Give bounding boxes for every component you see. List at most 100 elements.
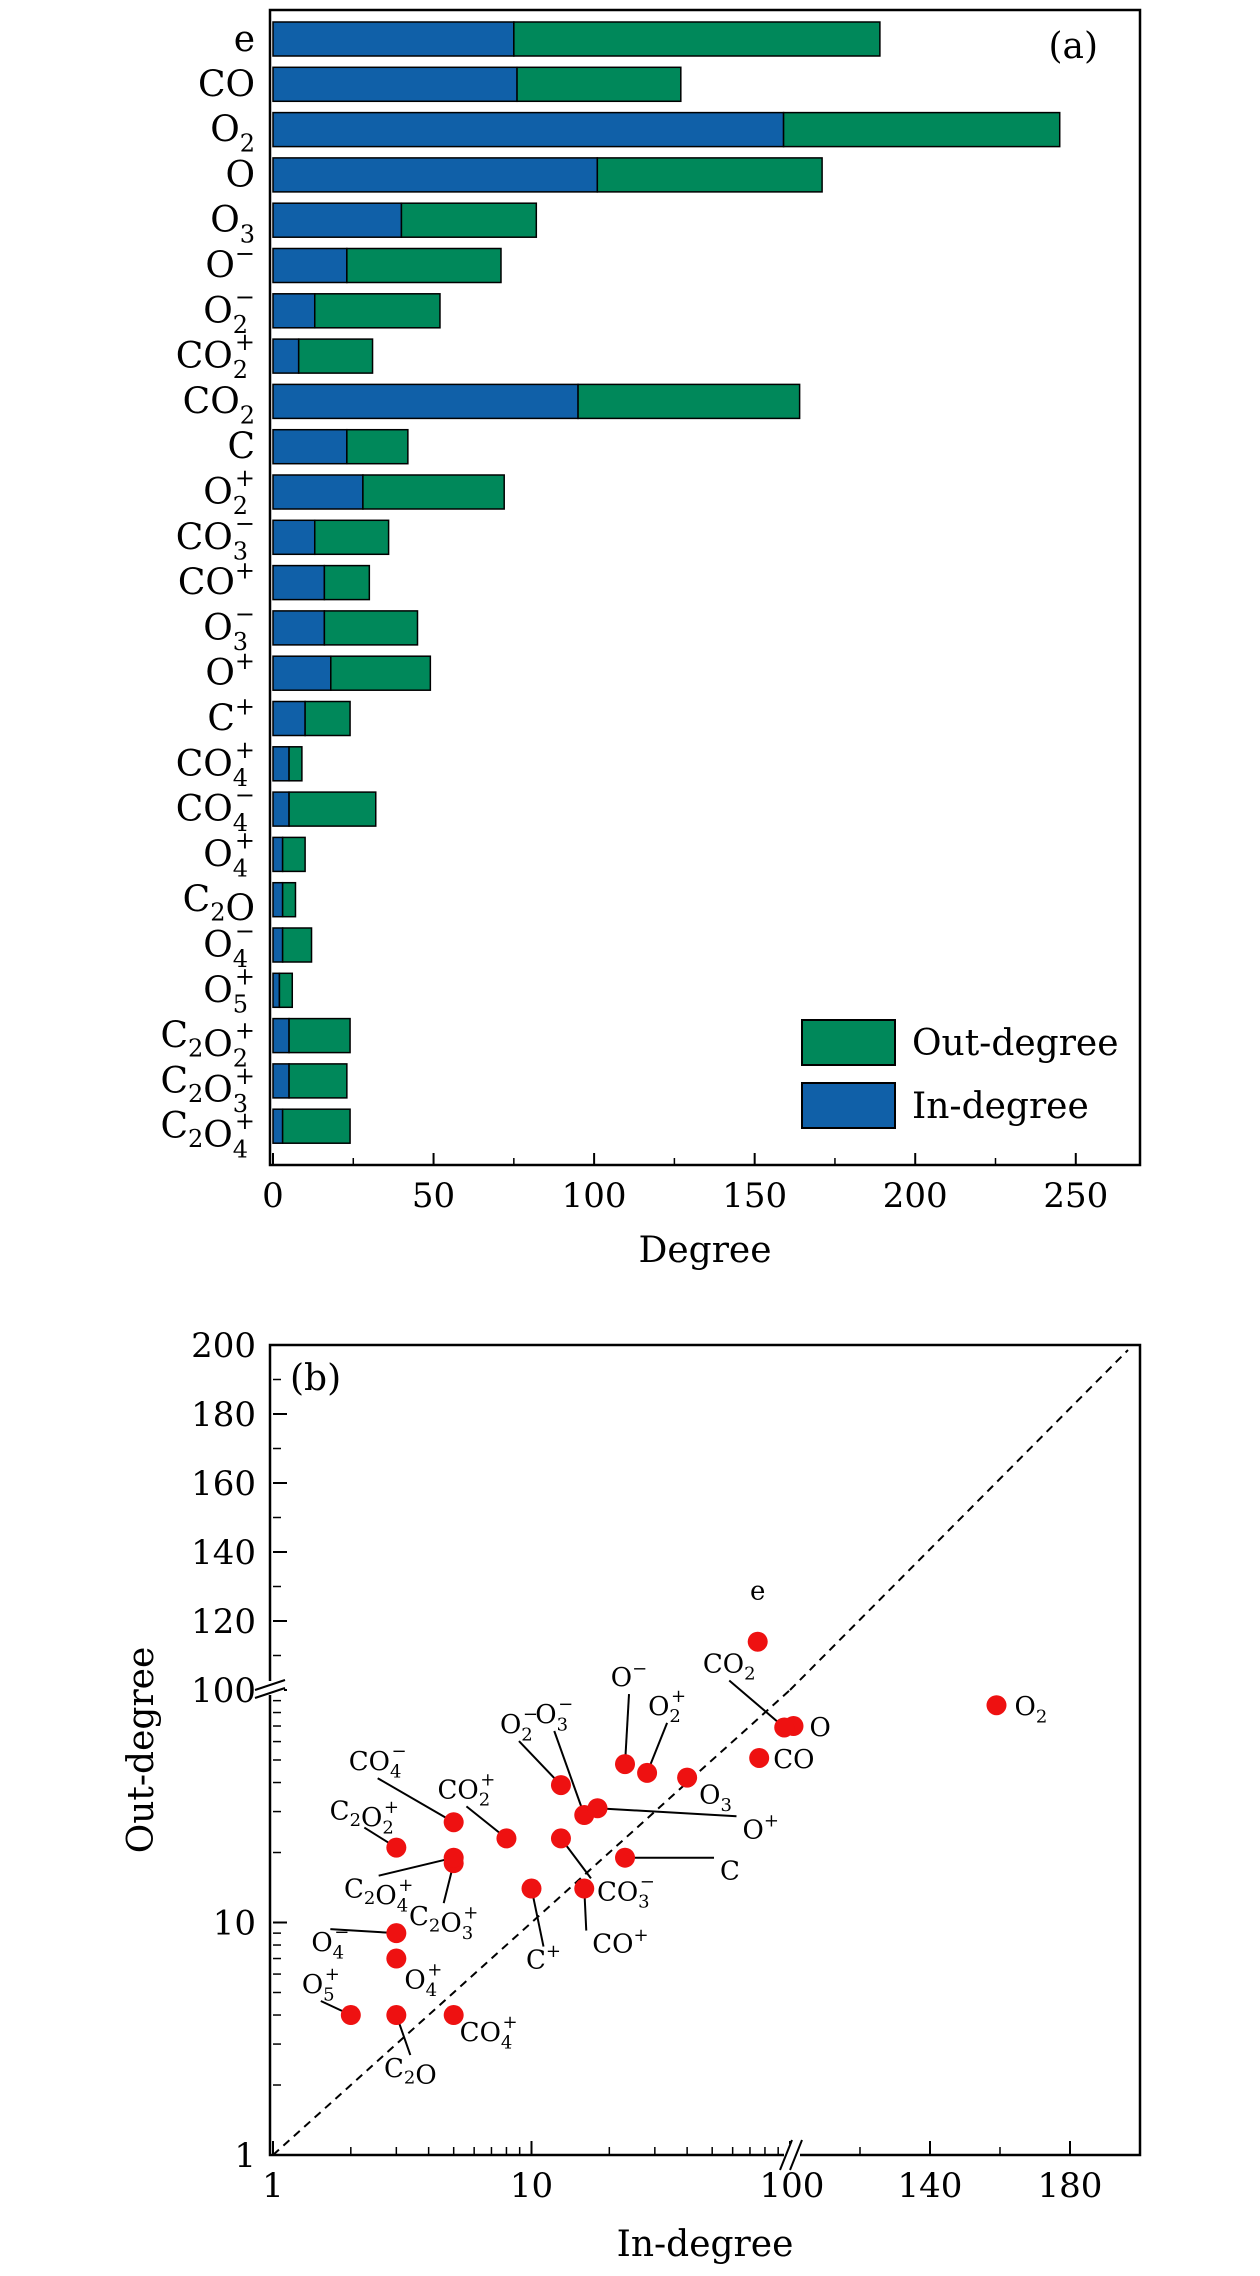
scatter-point: [386, 1837, 407, 1858]
category-label: O−: [205, 239, 255, 286]
bar-in-degree: [272, 836, 284, 873]
point-label: O3: [699, 1781, 732, 1816]
point-label: C: [720, 1857, 740, 1887]
y-tick-label: 120: [191, 1602, 256, 1642]
bar-out-degree: [281, 881, 297, 918]
scatter-y-axis-title: Out-degree: [121, 1647, 162, 1854]
point-label: O2+: [648, 1686, 686, 1727]
point-label: O2: [1015, 1692, 1048, 1727]
label-leader-line: [728, 1679, 785, 1729]
point-label: O2−: [500, 1704, 538, 1745]
bar-out-degree: [313, 519, 390, 556]
label-leader-line: [330, 1928, 397, 1935]
bar-out-degree: [313, 293, 441, 329]
scatter-point: [386, 2005, 407, 2026]
x-axis-break-mark: [779, 2139, 793, 2171]
bar-in-degree: [272, 157, 599, 193]
bar-chart-frame: [268, 8, 1142, 1167]
category-label: O4−: [203, 917, 255, 973]
category-label: O+: [205, 647, 255, 694]
category-label: C+: [207, 692, 255, 739]
bar-out-degree: [288, 1063, 348, 1099]
bar-in-degree: [272, 700, 306, 737]
panel-a-label: (a): [1048, 26, 1098, 67]
point-label: CO2+: [438, 1769, 496, 1810]
point-label: O5+: [302, 1964, 340, 2005]
point-label: O4−: [311, 1922, 349, 1963]
point-label: CO4+: [460, 2012, 518, 2053]
y-tick-label: 160: [191, 1464, 256, 1504]
panel-b-label: (b): [290, 1358, 341, 1399]
category-label: C2O2+: [160, 1016, 255, 1073]
point-label: C2O2+: [330, 1797, 399, 1839]
label-leader-line: [518, 1740, 562, 1786]
category-label: O2: [210, 110, 255, 158]
bar-legend: Out-degree In-degree: [801, 1019, 1119, 1129]
scatter-point: [496, 1828, 517, 1849]
y-tick-label: 200: [191, 1326, 256, 1366]
y-tick-label: 180: [191, 1395, 256, 1435]
x-tick-label: 150: [722, 1176, 787, 1216]
y-tick-label: 1: [234, 2136, 256, 2176]
scatter-point: [443, 2005, 464, 2026]
category-label: CO: [198, 64, 255, 105]
label-leader-line: [377, 1777, 455, 1824]
category-label: O2−: [203, 283, 255, 339]
category-label: C: [227, 427, 255, 468]
bar-in-degree: [272, 383, 579, 420]
bar-in-degree: [272, 519, 316, 556]
point-label: CO3−: [597, 1871, 655, 1912]
scatter-point: [550, 1775, 571, 1796]
scatter-point: [574, 1878, 595, 1899]
bar-in-degree: [272, 247, 348, 284]
x-tick-label: 100: [562, 1176, 627, 1216]
y-tick-label: 10: [213, 1904, 256, 1944]
scatter-point: [774, 1717, 795, 1738]
point-label: CO2: [703, 1649, 756, 1684]
axis-break-marks: [254, 1679, 803, 2171]
point-label: C2O: [384, 2054, 437, 2091]
bar-in-degree: [272, 972, 281, 1009]
scatter-point: [749, 1747, 770, 1768]
scatter-point: [386, 1948, 407, 1969]
category-label: O4+: [203, 826, 255, 882]
scatter-x-axis-title: In-degree: [617, 2224, 794, 2265]
category-label: CO+: [178, 556, 255, 603]
scatter-point: [443, 1812, 464, 1833]
category-label: CO2: [183, 381, 255, 429]
bar-in-degree: [272, 1108, 284, 1144]
label-leader-line: [553, 1730, 586, 1816]
bar-out-degree: [323, 564, 371, 601]
point-label: CO4−: [349, 1741, 407, 1782]
bar-out-degree: [513, 21, 881, 57]
bar-out-degree: [330, 655, 432, 691]
category-label: O5+: [203, 962, 255, 1018]
reference-line-y-equals-x: [789, 1349, 1129, 1691]
scatter-point: [986, 1695, 1007, 1716]
x-tick-label: 50: [412, 1176, 455, 1216]
bar-x-axis-title: Degree: [638, 1230, 771, 1271]
bar-out-degree: [577, 383, 801, 420]
bar-out-degree: [281, 836, 306, 873]
x-tick-label: 1: [262, 2166, 284, 2206]
y-axis-break-mark: [254, 1679, 286, 1691]
point-label: C2O4+: [344, 1875, 413, 1917]
bar-in-degree: [272, 655, 332, 691]
bar-out-degree: [362, 474, 505, 510]
bar-out-degree: [297, 338, 374, 374]
label-leader-line: [624, 1694, 631, 1765]
legend-label-out-degree: Out-degree: [912, 1023, 1119, 1064]
bar-in-degree: [272, 746, 290, 782]
point-label: O−: [611, 1658, 647, 1693]
category-label: O3: [210, 200, 255, 248]
bar-out-degree: [596, 157, 823, 193]
label-leader-line: [378, 1856, 454, 1877]
scatter-chart-frame: [268, 1343, 1142, 2157]
scatter-point: [521, 1878, 542, 1899]
bar-in-degree: [272, 1063, 290, 1099]
point-label: C2O3+: [409, 1902, 478, 1944]
bar-in-degree: [272, 428, 348, 465]
bar-out-degree: [288, 791, 377, 827]
point-label: e: [750, 1577, 765, 1607]
